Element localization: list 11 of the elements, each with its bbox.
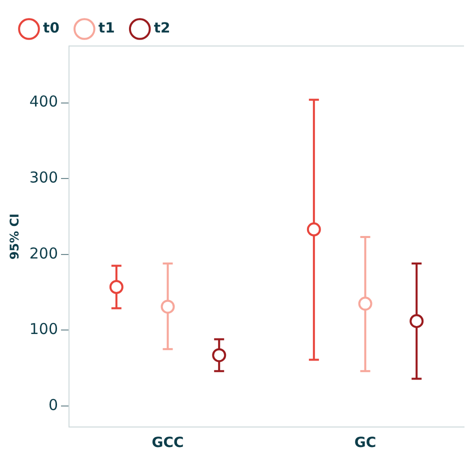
y-tick-label: 300: [29, 168, 58, 187]
y-axis-title: 95% CI: [7, 214, 22, 260]
y-tick-label: 200: [29, 244, 58, 262]
legend-label: t1: [98, 20, 115, 37]
legend-label: t0: [43, 20, 60, 37]
x-tick-label: GC: [354, 435, 376, 452]
x-tick-label: GCC: [152, 435, 184, 452]
y-tick-label: 400: [29, 92, 58, 111]
y-tick-label: 100: [29, 320, 58, 338]
y-tick-label: 0: [48, 396, 58, 414]
legend-label: t2: [154, 20, 170, 37]
